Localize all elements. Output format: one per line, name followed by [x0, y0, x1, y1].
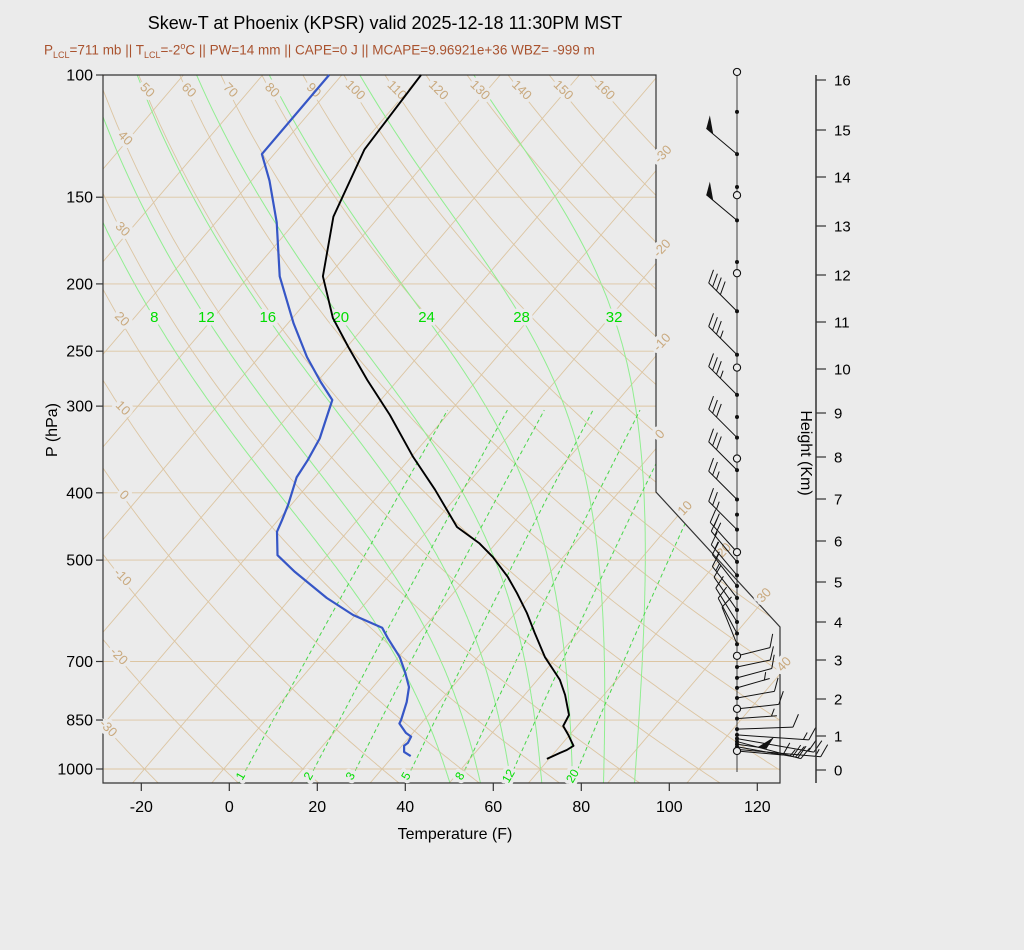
- pressure-tick-label: 1000: [57, 762, 93, 779]
- svg-text:150: 150: [551, 77, 577, 103]
- svg-text:8: 8: [150, 309, 158, 326]
- svg-text:-10: -10: [650, 330, 674, 354]
- height-tick-label: 14: [834, 170, 851, 187]
- height-tick-label: 15: [834, 123, 851, 140]
- pressure-axis: 100 150 200 250 300 400 500 700 850 1000 P (hPa): [44, 68, 103, 779]
- height-tick-label: 13: [834, 219, 851, 236]
- temperature-tick-label: 0: [225, 799, 234, 816]
- svg-text:2: 2: [301, 769, 317, 782]
- height-axis-title: Height (Km): [797, 410, 814, 495]
- height-tick-label: 8: [834, 450, 842, 467]
- pressure-tick-label: 250: [66, 344, 93, 361]
- temperature-axis: -20 0 20 40 60 80 100 120 Temperature (F): [130, 783, 771, 843]
- svg-text:100: 100: [343, 77, 369, 103]
- pressure-tick-label: 850: [66, 713, 93, 730]
- svg-text:28: 28: [513, 309, 530, 326]
- sounding-parameters-line: PLCL=711 mb || TLCL=-2oC || PW=14 mm || …: [44, 41, 595, 61]
- svg-text:0: 0: [117, 487, 133, 503]
- svg-text:-20: -20: [107, 644, 131, 668]
- temperature-tick-label: 60: [484, 799, 502, 816]
- temperature-curve: [321, 74, 575, 760]
- height-tick-label: 12: [834, 268, 851, 285]
- svg-text:40: 40: [115, 127, 136, 148]
- temperature-tick-label: -20: [130, 799, 153, 816]
- mixing-ratio-lines: [238, 409, 739, 783]
- svg-text:70: 70: [220, 79, 241, 100]
- pressure-tick-label: 150: [66, 190, 93, 207]
- background-lines: [103, 75, 780, 783]
- pressure-tick-label: 100: [66, 68, 93, 85]
- height-tick-label: 0: [834, 763, 842, 780]
- temperature-tick-label: 120: [744, 799, 771, 816]
- height-tick-label: 11: [834, 315, 850, 332]
- pressure-axis-title: P (hPa): [44, 403, 61, 457]
- height-tick-label: 3: [834, 653, 842, 670]
- svg-text:40: 40: [773, 654, 794, 675]
- svg-text:16: 16: [259, 309, 276, 326]
- svg-text:0: 0: [652, 426, 668, 442]
- svg-text:3: 3: [343, 769, 359, 782]
- svg-text:12: 12: [198, 309, 215, 326]
- height-tick-label: 2: [834, 692, 842, 709]
- temperature-tick-label: 40: [396, 799, 414, 816]
- dry-adiabats: [103, 75, 780, 783]
- height-tick-label: 1: [834, 729, 842, 746]
- dewpoint-curve: [260, 74, 413, 758]
- temperature-axis-title: Temperature (F): [398, 826, 513, 843]
- height-tick-label: 7: [834, 492, 842, 509]
- svg-text:30: 30: [113, 218, 134, 239]
- temperature-tick-label: 100: [656, 799, 683, 816]
- isotherms: [103, 75, 780, 783]
- height-tick-label: 4: [834, 615, 842, 632]
- svg-text:24: 24: [418, 309, 435, 326]
- svg-text:-10: -10: [111, 565, 135, 589]
- page-title: Skew-T at Phoenix (KPSR) valid 2025-12-1…: [147, 13, 623, 33]
- moist-adiabats: [103, 75, 646, 783]
- svg-text:5: 5: [398, 769, 414, 782]
- height-tick-label: 9: [834, 406, 842, 423]
- svg-text:80: 80: [262, 79, 283, 100]
- line-labels: 50 60 70 80 90 100 110 120 130 140 150 160403020100…: [93, 73, 798, 788]
- height-tick-label: 6: [834, 534, 842, 551]
- svg-text:32: 32: [606, 309, 623, 326]
- svg-text:30: 30: [753, 585, 774, 606]
- pressure-tick-label: 400: [66, 485, 93, 502]
- temperature-tick-label: 20: [308, 799, 326, 816]
- plot-border: [102, 74, 781, 784]
- pressure-gridlines: [103, 196, 780, 770]
- pressure-tick-label: 700: [66, 654, 93, 671]
- pressure-tick-label: 500: [66, 553, 93, 570]
- svg-text:-30: -30: [651, 142, 675, 166]
- temperature-tick-label: 80: [572, 799, 590, 816]
- height-tick-label: 10: [834, 362, 851, 379]
- svg-text:160: 160: [592, 77, 618, 103]
- height-tick-label: 5: [834, 575, 842, 592]
- height-tick-label: 16: [834, 73, 851, 90]
- pressure-tick-label: 300: [66, 399, 93, 416]
- svg-text:60: 60: [179, 79, 200, 100]
- pressure-tick-label: 200: [66, 276, 93, 293]
- wind-barb-column: [706, 67, 829, 772]
